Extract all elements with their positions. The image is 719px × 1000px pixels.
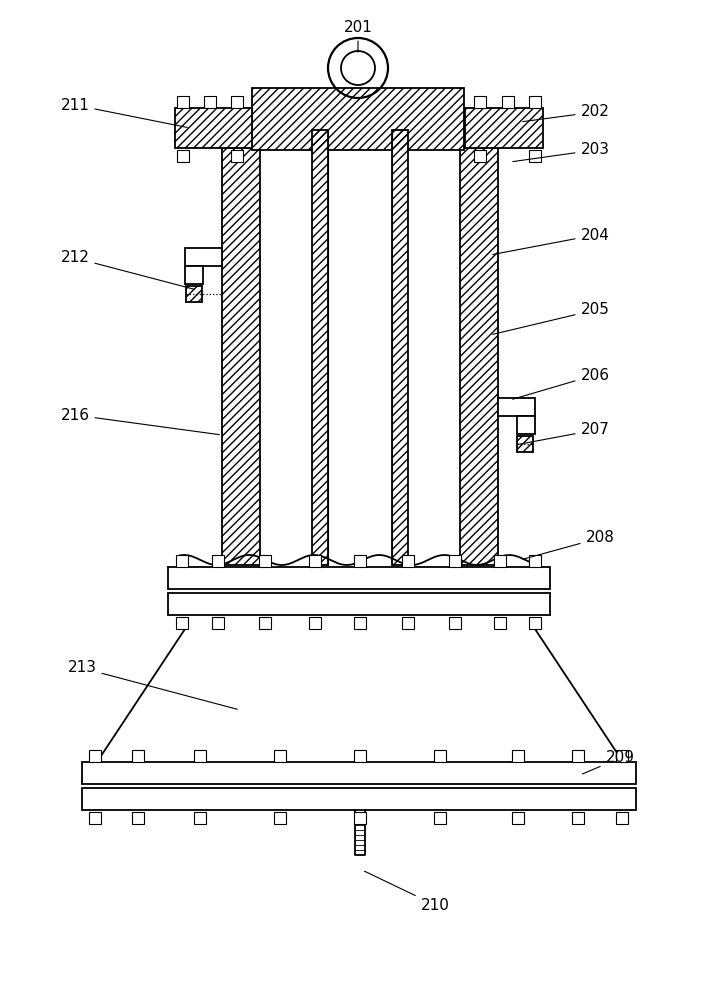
Bar bbox=[434, 812, 446, 824]
Text: 201: 201 bbox=[344, 20, 372, 52]
Bar bbox=[132, 812, 144, 824]
Bar bbox=[212, 617, 224, 629]
Bar bbox=[512, 812, 524, 824]
Bar bbox=[460, 148, 498, 565]
Bar bbox=[517, 436, 533, 452]
Bar bbox=[354, 617, 366, 629]
Bar bbox=[82, 788, 636, 810]
Bar bbox=[231, 96, 243, 108]
Bar bbox=[460, 148, 498, 565]
Bar bbox=[222, 148, 260, 565]
Bar bbox=[354, 555, 366, 567]
Bar bbox=[517, 436, 533, 452]
Bar bbox=[89, 750, 101, 762]
Bar bbox=[328, 130, 392, 565]
Bar bbox=[392, 130, 408, 565]
Bar bbox=[529, 555, 541, 567]
Bar bbox=[312, 130, 328, 565]
Bar bbox=[222, 148, 260, 565]
Bar bbox=[402, 617, 414, 629]
Bar bbox=[474, 96, 486, 108]
Bar bbox=[186, 286, 202, 302]
Circle shape bbox=[341, 51, 375, 85]
Bar bbox=[185, 248, 222, 266]
Bar bbox=[434, 750, 446, 762]
Bar bbox=[176, 617, 188, 629]
Bar bbox=[175, 108, 252, 148]
Bar bbox=[274, 750, 286, 762]
Bar bbox=[259, 555, 271, 567]
Bar bbox=[185, 266, 203, 284]
Text: 205: 205 bbox=[493, 302, 610, 334]
Text: 210: 210 bbox=[365, 871, 449, 912]
Bar bbox=[176, 555, 188, 567]
Bar bbox=[259, 617, 271, 629]
Bar bbox=[309, 617, 321, 629]
Bar bbox=[449, 555, 461, 567]
Bar bbox=[177, 96, 189, 108]
Bar bbox=[512, 750, 524, 762]
Bar bbox=[186, 286, 202, 302]
Bar bbox=[312, 130, 328, 565]
Bar bbox=[252, 88, 464, 150]
Bar bbox=[392, 130, 408, 565]
Text: 204: 204 bbox=[493, 228, 610, 254]
Bar bbox=[529, 617, 541, 629]
Bar bbox=[132, 750, 144, 762]
Bar bbox=[89, 812, 101, 824]
Bar bbox=[260, 148, 460, 565]
Bar bbox=[194, 750, 206, 762]
Bar bbox=[449, 617, 461, 629]
Bar bbox=[502, 96, 514, 108]
Bar bbox=[354, 750, 366, 762]
Text: 209: 209 bbox=[582, 750, 634, 774]
Text: 208: 208 bbox=[523, 530, 615, 559]
Bar bbox=[529, 96, 541, 108]
Bar bbox=[168, 593, 550, 615]
Text: 202: 202 bbox=[523, 104, 610, 122]
Bar bbox=[212, 555, 224, 567]
Text: 206: 206 bbox=[513, 367, 610, 399]
Bar bbox=[474, 150, 486, 162]
Bar bbox=[517, 416, 535, 434]
Bar bbox=[465, 108, 543, 148]
Bar bbox=[616, 750, 628, 762]
Bar bbox=[231, 150, 243, 162]
Bar bbox=[572, 812, 584, 824]
Bar bbox=[529, 150, 541, 162]
Text: 203: 203 bbox=[513, 142, 610, 162]
Text: 211: 211 bbox=[60, 98, 187, 127]
Bar bbox=[616, 812, 628, 824]
Bar bbox=[309, 555, 321, 567]
Bar bbox=[494, 617, 506, 629]
Bar bbox=[274, 812, 286, 824]
Text: 212: 212 bbox=[60, 250, 194, 289]
Bar bbox=[194, 812, 206, 824]
Bar bbox=[177, 150, 189, 162]
Bar bbox=[354, 812, 366, 824]
Bar bbox=[175, 108, 252, 148]
Text: 216: 216 bbox=[60, 408, 219, 435]
Bar bbox=[498, 398, 535, 416]
Bar bbox=[402, 555, 414, 567]
Text: 213: 213 bbox=[68, 660, 237, 709]
Bar bbox=[82, 762, 636, 784]
Bar bbox=[465, 108, 543, 148]
Bar bbox=[494, 555, 506, 567]
Text: 207: 207 bbox=[518, 422, 610, 444]
Bar bbox=[572, 750, 584, 762]
Bar bbox=[204, 96, 216, 108]
Bar bbox=[168, 567, 550, 589]
Bar bbox=[252, 88, 464, 150]
